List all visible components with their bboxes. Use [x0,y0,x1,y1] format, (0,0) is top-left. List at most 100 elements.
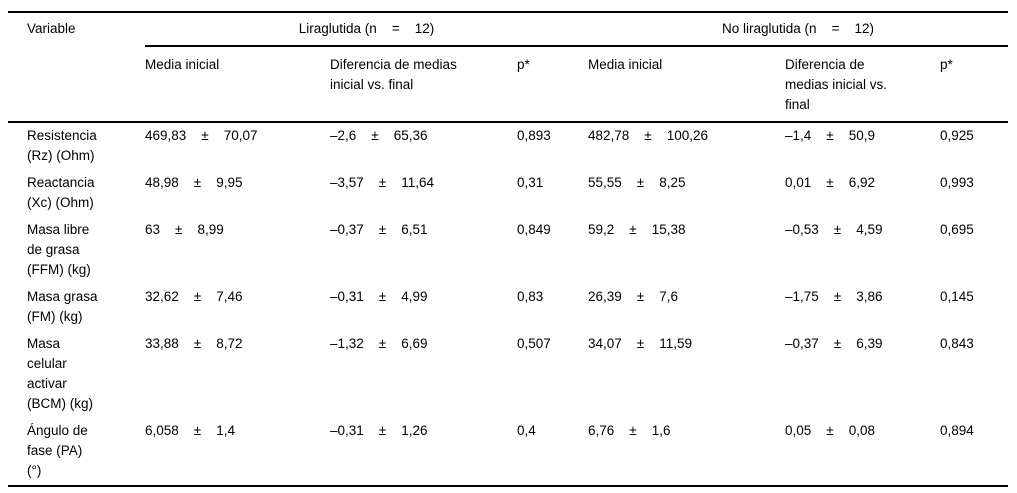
mean-value: –0,37 [330,222,364,237]
mean-value: –1,4 [785,128,812,143]
mean-value: 59,2 [588,222,615,237]
plus-minus-symbol: ± [378,222,387,237]
subheader-p-lira: p* [517,57,530,72]
mean-value: 63 [145,222,161,237]
variable-label: Masa grasa (FM) (kg) [27,289,98,324]
mean-value: 6,76 [588,423,615,438]
sd-value: 6,39 [856,336,883,351]
sd-value: 4,99 [401,289,428,304]
mean-value: –0,31 [330,423,364,438]
stat-cell: –0,37 ±6,39 [785,334,940,354]
mean-value: 482,78 [588,128,630,143]
stat-cell: 6,76 ±1,6 [588,421,785,441]
subheader-p-nolira: p* [940,57,953,72]
p-value: 0,31 [517,175,544,190]
plus-minus-symbol: ± [833,289,842,304]
variable-label: Reactancia (Xc) (Ohm) [27,175,95,210]
stat-cell: 26,39 ±7,6 [588,287,785,307]
stat-cell: –2,6 ±65,36 [330,126,517,146]
mean-value: 34,07 [588,336,622,351]
mean-value: 26,39 [588,289,622,304]
p-value: 0,893 [517,128,551,143]
sd-value: 3,86 [856,289,883,304]
plus-minus-symbol: ± [826,423,834,438]
mean-value: –0,31 [330,289,364,304]
p-value: 0,83 [517,289,544,304]
group-header-liraglutida: Liraglutida (n = 12) [298,21,435,36]
plus-minus-symbol: ± [636,336,645,351]
stat-cell: 0,05 ±0,08 [785,421,940,441]
top-rule [8,11,1008,13]
p-value: 0,894 [940,423,974,438]
results-table: Variable Liraglutida (n = 12) No liraglu… [8,11,1008,487]
p-value: 0,507 [517,336,551,351]
stat-cell: –1,4 ±50,9 [785,126,940,146]
table-row: Masa libre de grasa (FFM) (kg) 63 ±8,99 –… [8,217,1008,284]
mean-value: 0,01 [785,175,812,190]
mean-value: 55,55 [588,175,622,190]
stat-cell: 55,55 ±8,25 [588,173,785,193]
stat-cell: –0,31 ±4,99 [330,287,517,307]
plus-minus-symbol: ± [833,336,842,351]
variable-label: Ángulo de fase (PA) (°) [27,423,88,478]
plus-minus-symbol: ± [193,289,202,304]
plus-minus-symbol: ± [193,175,202,190]
mean-value: –1,32 [330,336,364,351]
mean-value: –0,37 [785,336,819,351]
p-value: 0,843 [940,336,974,351]
mean-value: 0,05 [785,423,812,438]
mean-value: 33,88 [145,336,179,351]
plus-minus-symbol: ± [193,423,202,438]
table-row: Masa celular activar (BCM) (kg) 33,88 ±8,… [8,331,1008,418]
p-value: 0,145 [940,289,974,304]
plus-minus-symbol: ± [826,175,834,190]
p-value: 0,993 [940,175,974,190]
mean-value: 469,83 [145,128,187,143]
stat-cell: 482,78 ±100,26 [588,126,785,146]
sd-value: 6,69 [401,336,428,351]
stat-cell: –0,31 ±1,26 [330,421,517,441]
mean-value: 32,62 [145,289,179,304]
sd-value: 0,08 [848,423,875,438]
sd-value: 7,6 [659,289,678,304]
mean-value: 48,98 [145,175,179,190]
sd-value: 15,38 [651,222,686,237]
sd-value: 50,9 [848,128,875,143]
plus-minus-symbol: ± [629,222,637,237]
bottom-rule [8,485,1008,487]
sd-value: 1,4 [216,423,235,438]
plus-minus-symbol: ± [629,423,637,438]
plus-minus-symbol: ± [378,423,387,438]
plus-minus-symbol: ± [175,222,183,237]
plus-minus-symbol: ± [644,128,652,143]
mean-value: 6,058 [145,423,179,438]
sd-value: 6,92 [848,175,875,190]
plus-minus-symbol: ± [378,289,387,304]
stat-cell: –1,75 ±3,86 [785,287,940,307]
plus-minus-symbol: ± [378,175,387,190]
header-body-rule [8,121,1008,123]
variable-column-header: Variable [27,21,76,36]
plus-minus-symbol: ± [636,175,645,190]
subheader-media-inicial-nolira: Media inicial [588,57,663,72]
table-row: Reactancia (Xc) (Ohm) 48,98 ±9,95 –3,57 ±1… [8,170,1008,217]
plus-minus-symbol: ± [378,336,387,351]
sd-value: 7,46 [216,289,243,304]
group-header-rule [145,45,1008,47]
stat-cell: 32,62 ±7,46 [145,287,330,307]
group-header-row: Variable Liraglutida (n = 12) No liraglu… [8,13,1008,45]
sd-value: 70,07 [223,128,258,143]
plus-minus-symbol: ± [636,289,645,304]
subheader-row: Media inicial Diferencia de medias inici… [8,47,1008,121]
sd-value: 100,26 [666,128,709,143]
stat-cell: –1,32 ±6,69 [330,334,517,354]
stat-cell: –3,57 ±11,64 [330,173,517,193]
stat-cell: 59,2 ±15,38 [588,220,785,240]
stat-cell: 6,058 ±1,4 [145,421,330,441]
stat-cell: –0,53 ±4,59 [785,220,940,240]
subheader-media-inicial-lira: Media inicial [145,57,220,72]
table-row: Masa grasa (FM) (kg) 32,62 ±7,46 –0,31 ±4,… [8,284,1008,331]
p-value: 0,849 [517,222,551,237]
mean-value: –0,53 [785,222,819,237]
p-value: 0,925 [940,128,974,143]
